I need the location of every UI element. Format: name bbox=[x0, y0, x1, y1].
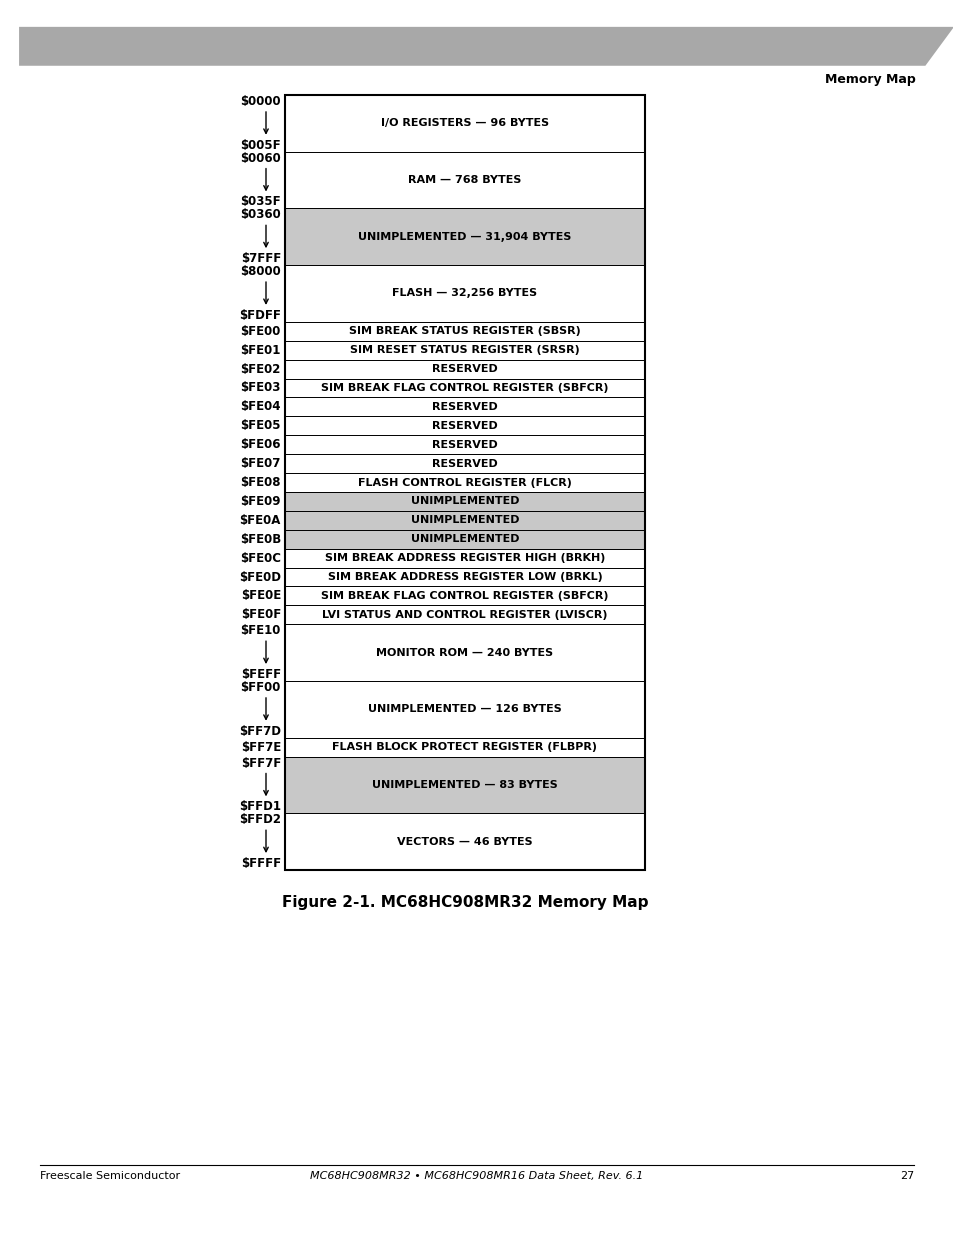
Bar bbox=[285, 587, 644, 605]
Text: LVI STATUS AND CONTROL REGISTER (LVISCR): LVI STATUS AND CONTROL REGISTER (LVISCR) bbox=[322, 610, 607, 620]
Bar bbox=[285, 548, 644, 568]
Text: RESERVED: RESERVED bbox=[432, 401, 497, 412]
Text: UNIMPLEMENTED — 83 BYTES: UNIMPLEMENTED — 83 BYTES bbox=[372, 781, 558, 790]
Text: $035F: $035F bbox=[240, 195, 281, 209]
Text: $FE10: $FE10 bbox=[240, 624, 281, 637]
Bar bbox=[285, 322, 644, 341]
Bar bbox=[285, 530, 644, 548]
Text: MC68HC908MR32 • MC68HC908MR16 Data Sheet, Rev. 6.1: MC68HC908MR32 • MC68HC908MR16 Data Sheet… bbox=[310, 1171, 643, 1181]
Text: $FE0C: $FE0C bbox=[240, 552, 281, 564]
Text: $FE0D: $FE0D bbox=[239, 571, 281, 583]
Bar bbox=[285, 737, 644, 757]
Bar bbox=[285, 473, 644, 492]
Text: UNIMPLEMENTED: UNIMPLEMENTED bbox=[411, 535, 518, 545]
Text: RESERVED: RESERVED bbox=[432, 458, 497, 468]
Bar bbox=[285, 680, 644, 737]
Text: $FE0F: $FE0F bbox=[240, 609, 281, 621]
Bar bbox=[285, 416, 644, 435]
Text: MONITOR ROM — 240 BYTES: MONITOR ROM — 240 BYTES bbox=[376, 647, 553, 657]
Text: SIM BREAK FLAG CONTROL REGISTER (SBFCR): SIM BREAK FLAG CONTROL REGISTER (SBFCR) bbox=[321, 383, 608, 393]
Text: $FF7E: $FF7E bbox=[240, 741, 281, 753]
Bar bbox=[285, 266, 644, 322]
Text: $FEFF: $FEFF bbox=[240, 668, 281, 680]
Text: $FE09: $FE09 bbox=[240, 495, 281, 508]
Text: $FE0B: $FE0B bbox=[239, 532, 281, 546]
Bar bbox=[285, 341, 644, 359]
Text: $FE08: $FE08 bbox=[240, 475, 281, 489]
Text: RESERVED: RESERVED bbox=[432, 421, 497, 431]
Text: FLASH CONTROL REGISTER (FLCR): FLASH CONTROL REGISTER (FLCR) bbox=[357, 478, 572, 488]
Text: $FE02: $FE02 bbox=[240, 363, 281, 375]
Text: $FFFF: $FFFF bbox=[240, 857, 281, 869]
Text: FLASH — 32,256 BYTES: FLASH — 32,256 BYTES bbox=[392, 289, 537, 299]
Bar bbox=[285, 379, 644, 398]
Bar bbox=[285, 454, 644, 473]
Text: UNIMPLEMENTED — 31,904 BYTES: UNIMPLEMENTED — 31,904 BYTES bbox=[358, 232, 571, 242]
Bar bbox=[285, 624, 644, 680]
Text: I/O REGISTERS — 96 BYTES: I/O REGISTERS — 96 BYTES bbox=[380, 119, 549, 128]
Bar bbox=[285, 568, 644, 587]
Text: $0360: $0360 bbox=[240, 209, 281, 221]
Text: $FE06: $FE06 bbox=[240, 438, 281, 451]
Text: $FE03: $FE03 bbox=[240, 382, 281, 394]
Text: Freescale Semiconductor: Freescale Semiconductor bbox=[40, 1171, 180, 1181]
Bar bbox=[285, 492, 644, 511]
Text: Figure 2-1. MC68HC908MR32 Memory Map: Figure 2-1. MC68HC908MR32 Memory Map bbox=[281, 895, 648, 910]
Text: SIM RESET STATUS REGISTER (SRSR): SIM RESET STATUS REGISTER (SRSR) bbox=[350, 346, 579, 356]
Text: UNIMPLEMENTED: UNIMPLEMENTED bbox=[411, 496, 518, 506]
Text: UNIMPLEMENTED: UNIMPLEMENTED bbox=[411, 515, 518, 525]
Text: VECTORS — 46 BYTES: VECTORS — 46 BYTES bbox=[396, 836, 533, 847]
Text: $0060: $0060 bbox=[240, 152, 281, 164]
Text: $FFD2: $FFD2 bbox=[239, 814, 281, 826]
Bar bbox=[285, 398, 644, 416]
Text: SIM BREAK FLAG CONTROL REGISTER (SBFCR): SIM BREAK FLAG CONTROL REGISTER (SBFCR) bbox=[321, 590, 608, 601]
Text: SIM BREAK STATUS REGISTER (SBSR): SIM BREAK STATUS REGISTER (SBSR) bbox=[349, 326, 580, 336]
Text: Memory Map: Memory Map bbox=[824, 73, 915, 86]
Bar bbox=[285, 95, 644, 869]
Bar bbox=[285, 511, 644, 530]
Text: SIM BREAK ADDRESS REGISTER HIGH (BRKH): SIM BREAK ADDRESS REGISTER HIGH (BRKH) bbox=[324, 553, 604, 563]
Text: $FE00: $FE00 bbox=[240, 325, 281, 338]
Text: $8000: $8000 bbox=[240, 266, 281, 278]
Text: $0000: $0000 bbox=[240, 95, 281, 107]
Bar bbox=[285, 435, 644, 454]
Bar bbox=[285, 209, 644, 266]
Polygon shape bbox=[19, 27, 953, 65]
Bar bbox=[285, 152, 644, 209]
Text: SIM BREAK ADDRESS REGISTER LOW (BRKL): SIM BREAK ADDRESS REGISTER LOW (BRKL) bbox=[327, 572, 601, 582]
Bar bbox=[285, 814, 644, 869]
Text: $FE04: $FE04 bbox=[240, 400, 281, 414]
Bar bbox=[285, 605, 644, 624]
Text: RESERVED: RESERVED bbox=[432, 364, 497, 374]
Text: RAM — 768 BYTES: RAM — 768 BYTES bbox=[408, 175, 521, 185]
Text: UNIMPLEMENTED — 126 BYTES: UNIMPLEMENTED — 126 BYTES bbox=[368, 704, 561, 714]
Text: $FFD1: $FFD1 bbox=[239, 800, 281, 814]
Text: $FE07: $FE07 bbox=[240, 457, 281, 471]
Text: $FE01: $FE01 bbox=[240, 343, 281, 357]
Text: RESERVED: RESERVED bbox=[432, 440, 497, 450]
Bar bbox=[285, 359, 644, 379]
Text: 27: 27 bbox=[899, 1171, 913, 1181]
Text: $FE05: $FE05 bbox=[240, 420, 281, 432]
Text: $FF7D: $FF7D bbox=[239, 725, 281, 737]
Text: $FE0A: $FE0A bbox=[239, 514, 281, 527]
Text: $005F: $005F bbox=[240, 138, 281, 152]
Text: $FDFF: $FDFF bbox=[239, 309, 281, 322]
Text: $7FFF: $7FFF bbox=[240, 252, 281, 266]
Bar bbox=[285, 95, 644, 152]
Text: $FF00: $FF00 bbox=[240, 680, 281, 694]
Text: $FE0E: $FE0E bbox=[240, 589, 281, 603]
Text: FLASH BLOCK PROTECT REGISTER (FLBPR): FLASH BLOCK PROTECT REGISTER (FLBPR) bbox=[333, 742, 597, 752]
Text: $FF7F: $FF7F bbox=[240, 757, 281, 769]
Bar bbox=[285, 757, 644, 814]
